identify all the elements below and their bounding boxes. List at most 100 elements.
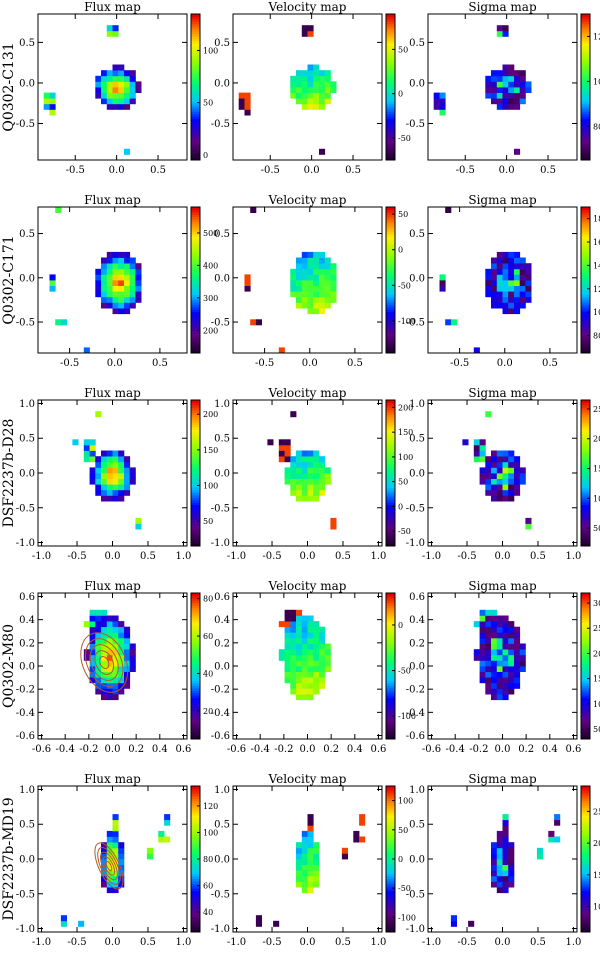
colorbar-band [191, 910, 200, 914]
colorbar-band [386, 18, 395, 22]
map-pixel [124, 274, 131, 281]
colorbar-band [581, 639, 590, 643]
map-pixel [135, 274, 142, 281]
map-pixel [124, 308, 131, 315]
colorbar-band [581, 121, 590, 124]
panel-title: Velocity map [268, 579, 347, 593]
colorbar-band [386, 485, 395, 489]
map-pixel [514, 654, 521, 661]
map-pixel [296, 847, 303, 854]
colorbar-band [581, 338, 590, 342]
map-pixel [485, 489, 492, 496]
map-pixel [112, 64, 119, 71]
map-pixel [106, 478, 113, 485]
map-pixel [118, 654, 125, 661]
map-pixel [83, 456, 90, 463]
map-pixel [519, 92, 526, 99]
colorbar-band [386, 255, 395, 259]
colorbar-band [386, 262, 395, 266]
map-pixel [479, 615, 486, 622]
map-pixel [124, 649, 131, 656]
map-pixel [158, 830, 165, 837]
map-pixel [101, 456, 108, 463]
colorbar-band [191, 31, 200, 34]
colorbar-tick-label: 50 [593, 725, 600, 734]
map-pixel [112, 302, 119, 309]
colorbar-band [581, 277, 590, 281]
colorbar-band [191, 328, 200, 332]
colorbar-band [581, 128, 590, 132]
colorbar-band [386, 65, 395, 69]
map-pixel [278, 450, 285, 457]
map-pixel [479, 637, 486, 644]
map-pixel [324, 666, 331, 672]
map-pixel [307, 478, 314, 485]
map-pixel [106, 70, 113, 77]
map-pixel [290, 461, 297, 468]
colorbar-band [386, 128, 395, 132]
x-tick-label: 0.2 [323, 744, 339, 755]
colorbar-band [191, 407, 200, 411]
map-pixel [502, 495, 509, 502]
flux-contour [99, 656, 110, 669]
map-pixel [301, 291, 308, 298]
x-tick-label: -1.0 [422, 551, 441, 562]
map-pixel [290, 473, 297, 479]
colorbar-band [191, 465, 200, 469]
colorbar-band [386, 111, 395, 115]
map-pixel [112, 478, 119, 485]
colorbar-band [191, 507, 200, 510]
map-pixel [112, 887, 119, 894]
colorbar-band [386, 861, 395, 865]
map-pixel [95, 92, 102, 99]
colorbar-band [581, 299, 590, 303]
map-pixel [496, 842, 503, 849]
map-pixel [118, 461, 125, 468]
colorbar-band [581, 45, 590, 49]
map-pixel [491, 268, 498, 275]
colorbar-band [191, 810, 200, 814]
colorbar-band [386, 624, 395, 628]
colorbar-band [191, 306, 200, 310]
colorbar-band [191, 414, 200, 418]
map-pixel [112, 70, 119, 77]
panel-title: Flux map [84, 772, 141, 786]
colorbar-band [581, 404, 590, 408]
colorbar-band [191, 726, 200, 730]
map-pixel [508, 688, 515, 695]
map-pixel [496, 836, 503, 843]
map-pixel [514, 81, 521, 88]
x-tick-label: 0.0 [109, 165, 125, 176]
x-tick-label: -0.5 [67, 551, 86, 562]
colorbar-tick-label: 140 [593, 261, 600, 270]
row-label: DSF2237b-D28 [1, 419, 17, 528]
x-tick-label: 1.0 [370, 937, 386, 948]
map-pixel [55, 319, 62, 326]
colorbar-band [386, 434, 395, 437]
colorbar-band [191, 680, 200, 684]
map-pixel [491, 864, 498, 871]
colorbar-band [581, 23, 590, 27]
colorbar-band [191, 854, 200, 858]
map-pixel [491, 677, 498, 684]
colorbar-band [386, 224, 395, 227]
colorbar-band [581, 622, 590, 626]
map-pixel [496, 632, 503, 639]
map-pixel [135, 268, 142, 275]
colorbar-frame [580, 785, 591, 933]
colorbar-band [191, 531, 200, 535]
colorbar-band [386, 72, 395, 76]
colorbar-band [581, 648, 590, 652]
map-pixel [118, 274, 125, 281]
map-pixel [112, 473, 119, 479]
map-pixel [129, 467, 136, 474]
colorbar-band [581, 226, 590, 230]
map-pixel [101, 285, 108, 292]
map-pixel [508, 70, 515, 77]
map-pixel [112, 870, 119, 877]
map-pixel [496, 875, 503, 882]
colorbar-band [386, 277, 395, 281]
colorbar-band [191, 62, 200, 66]
colorbar-band [581, 465, 590, 469]
